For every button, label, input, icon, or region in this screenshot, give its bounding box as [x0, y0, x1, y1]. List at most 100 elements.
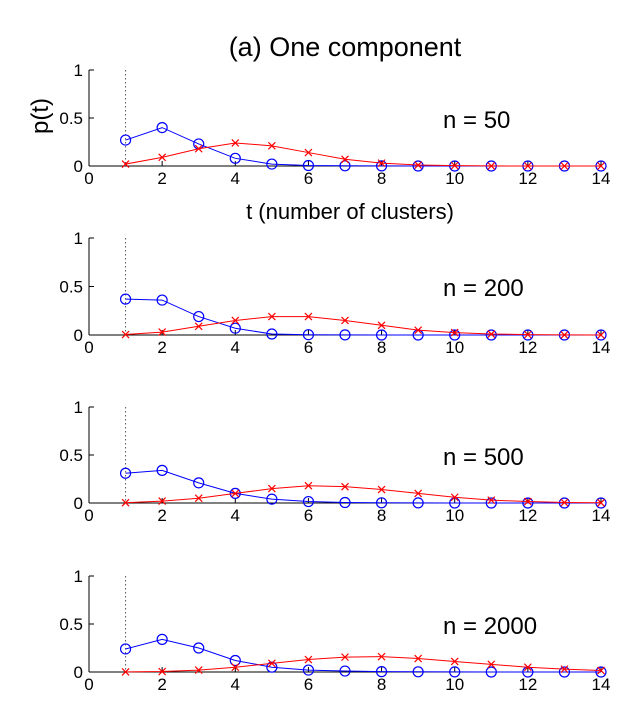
- marker-stroke: [523, 330, 532, 339]
- data-point-circle: [339, 665, 351, 677]
- marker-stroke: [267, 659, 276, 668]
- marker-stroke: [523, 162, 532, 170]
- x-tick-label: 4: [231, 338, 240, 357]
- data-point-x: [341, 482, 349, 491]
- data-point-x: [231, 316, 240, 325]
- marker-stroke: [194, 144, 203, 153]
- data-point-circle: [229, 487, 241, 499]
- x-tick-label: 0: [84, 506, 93, 525]
- data-point-x: [560, 162, 569, 170]
- y-tick-label: 1: [74, 229, 83, 248]
- marker-stroke: [231, 489, 240, 498]
- marker-stroke: [267, 141, 276, 150]
- data-point-circle: [119, 467, 132, 479]
- data-point-x: [121, 498, 130, 507]
- data-point-x: [231, 139, 240, 147]
- marker-stroke: [121, 667, 130, 676]
- y-tick-label: 0: [74, 494, 83, 513]
- data-point-x: [267, 141, 276, 150]
- data-point-circle: [375, 497, 388, 509]
- x-tick-label: 8: [377, 169, 386, 188]
- x-tick-label: 2: [157, 506, 166, 525]
- data-point-circle: [229, 322, 241, 334]
- data-point-x: [377, 485, 386, 494]
- data-point-circle: [339, 160, 351, 172]
- data-point-x: [523, 330, 532, 339]
- marker-stroke: [450, 657, 459, 666]
- data-point-x: [267, 484, 276, 493]
- data-point-x: [267, 659, 276, 668]
- data-point-x: [377, 321, 386, 330]
- data-point-x: [560, 498, 569, 507]
- data-point-x: [158, 153, 167, 162]
- x-tick-label: 4: [231, 506, 240, 525]
- x-tick-label: 14: [592, 506, 611, 525]
- data-point-circle: [229, 152, 241, 164]
- data-point-x: [487, 660, 496, 669]
- data-point-x: [341, 316, 349, 325]
- data-point-x: [450, 657, 459, 666]
- data-point-circle: [412, 160, 424, 172]
- x-tick-label: 2: [157, 169, 166, 188]
- marker-stroke: [341, 482, 349, 491]
- marker-stroke: [487, 660, 496, 669]
- data-point-x: [414, 326, 423, 335]
- data-point-circle: [193, 477, 205, 489]
- data-point-x: [523, 162, 532, 170]
- y-tick-label: 0: [74, 157, 83, 176]
- y-axis-label: p(t): [27, 98, 54, 134]
- data-point-circle: [302, 159, 315, 172]
- marker-stroke: [487, 330, 496, 338]
- marker-stroke: [560, 330, 569, 339]
- data-point-circle: [522, 497, 534, 509]
- marker-stroke: [450, 161, 459, 170]
- x-tick-label: 10: [445, 338, 464, 357]
- data-point-x: [597, 162, 605, 170]
- data-point-x: [231, 663, 240, 672]
- data-point-circle: [485, 666, 497, 678]
- x-tick-label: 14: [592, 338, 611, 357]
- marker-stroke: [597, 331, 605, 339]
- data-point-circle: [266, 328, 278, 340]
- panel-annotation: n = 500: [443, 444, 524, 471]
- y-tick-label: 0: [74, 326, 83, 345]
- marker-stroke: [414, 161, 423, 169]
- data-point-x: [450, 493, 459, 502]
- s2-line: [125, 485, 602, 504]
- subplot-4: 00.510 2 4 6 8 10 12 14n = 2000: [59, 567, 610, 694]
- marker-stroke: [231, 139, 240, 147]
- x-tick-label: 4: [231, 675, 240, 694]
- data-point-circle: [156, 464, 168, 476]
- marker-stroke: [231, 663, 240, 672]
- data-point-x: [194, 494, 203, 503]
- subplot-1: 00.510 2 4 6 8 10 12 14n = 50: [59, 61, 610, 188]
- data-point-circle: [266, 493, 278, 505]
- marker-stroke: [304, 148, 313, 157]
- marker-stroke: [523, 663, 532, 672]
- marker-stroke: [194, 494, 203, 503]
- y-tick-label: 0.5: [59, 109, 83, 128]
- data-point-circle: [193, 642, 205, 654]
- data-point-x: [377, 159, 386, 168]
- x-tick-label: 6: [304, 169, 313, 188]
- data-point-x: [450, 328, 459, 337]
- data-point-x: [194, 666, 203, 675]
- marker-stroke: [560, 498, 569, 507]
- x-tick-label: 0: [84, 675, 93, 694]
- data-point-x: [414, 161, 423, 169]
- s2-line: [125, 316, 602, 336]
- data-point-x: [231, 489, 240, 498]
- figure-title: (a) One component: [229, 32, 462, 62]
- y-tick-label: 0.5: [59, 615, 83, 634]
- y-tick-label: 0: [74, 663, 83, 682]
- marker-stroke: [450, 328, 459, 337]
- data-point-x: [523, 663, 532, 672]
- data-point-circle: [375, 666, 388, 678]
- marker-stroke: [487, 161, 496, 170]
- panel-annotation: n = 50: [443, 107, 510, 134]
- marker-stroke: [597, 498, 605, 507]
- data-point-circle: [485, 329, 497, 341]
- s2-line: [125, 656, 602, 673]
- marker-stroke: [158, 667, 167, 676]
